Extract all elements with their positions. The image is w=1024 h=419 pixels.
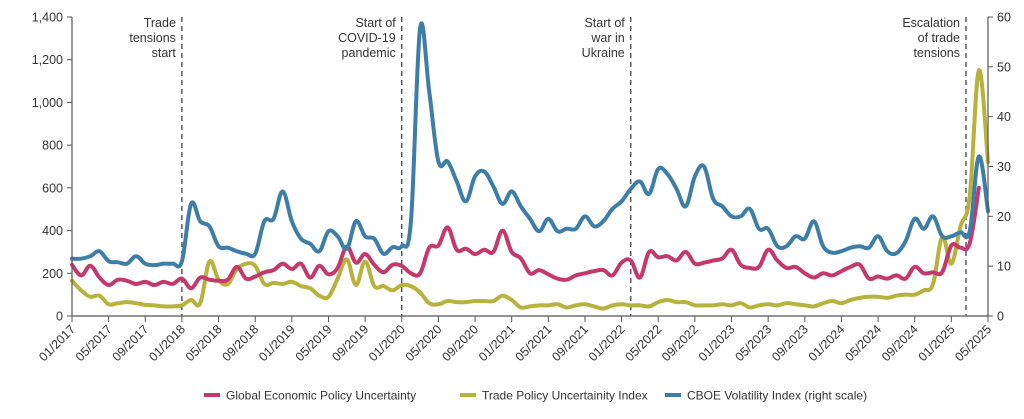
x-tick-label: 05/2022 (623, 322, 665, 364)
series-line-2 (72, 23, 988, 266)
x-tick-label: 05/2019 (293, 322, 335, 364)
x-tick-label: 01/2023 (696, 322, 738, 364)
event-annotation-label: Escalation (902, 16, 960, 30)
event-annotation-label: COVID-19 (338, 31, 396, 45)
x-tick-label: 05/2021 (513, 322, 555, 364)
x-tick-label: 05/2023 (732, 322, 774, 364)
x-tick-label: 05/2025 (952, 322, 994, 364)
right-y-tick-label: 10 (997, 260, 1011, 274)
event-annotation-label: war in (590, 31, 624, 45)
x-tick-label: 05/2024 (842, 322, 884, 364)
x-tick-label: 01/2020 (366, 322, 408, 364)
legend-label: Trade Policy Uncertainity Index (482, 389, 648, 403)
x-tick-label: 05/2018 (183, 322, 225, 364)
x-tick-label: 01/2019 (256, 322, 298, 364)
right-y-tick-label: 50 (997, 60, 1011, 74)
x-tick-label: 09/2022 (659, 322, 701, 364)
x-tick-label: 01/2018 (146, 322, 188, 364)
x-tick-label: 01/2024 (806, 322, 848, 364)
event-annotation-label: Trade (144, 16, 176, 30)
x-tick-label: 09/2018 (219, 322, 261, 364)
event-annotation-label: Ukraine (582, 46, 625, 60)
left-y-tick-label: 1,400 (32, 11, 63, 25)
left-y-tick-label: 200 (42, 267, 63, 281)
event-annotation-label: start (152, 46, 177, 60)
right-y-tick-label: 20 (997, 210, 1011, 224)
left-y-tick-label: 400 (42, 224, 63, 238)
x-tick-label: 09/2020 (439, 322, 481, 364)
x-tick-label: 09/2019 (329, 322, 371, 364)
x-tick-label: 01/2017 (36, 322, 78, 364)
right-y-tick-label: 60 (997, 11, 1011, 25)
right-y-tick-label: 30 (997, 160, 1011, 174)
x-tick-label: 05/2020 (403, 322, 445, 364)
left-y-tick-label: 1,000 (32, 96, 63, 110)
x-tick-label: 01/2022 (586, 322, 628, 364)
left-y-tick-label: 0 (56, 310, 63, 324)
x-tick-label: 09/2023 (769, 322, 811, 364)
event-annotation-label: of trade (918, 31, 960, 45)
left-y-tick-label: 600 (42, 181, 63, 195)
x-tick-label: 05/2017 (73, 322, 115, 364)
x-tick-label: 09/2021 (549, 322, 591, 364)
event-annotation-label: tensions (913, 46, 960, 60)
event-annotation-label: Start of (355, 16, 396, 30)
right-y-tick-label: 0 (997, 310, 1004, 324)
legend-label: Global Economic Policy Uncertainty (226, 389, 416, 403)
event-annotation-label: pandemic (342, 46, 396, 60)
x-tick-label: 09/2017 (110, 322, 152, 364)
right-y-tick-label: 40 (997, 110, 1011, 124)
left-y-tick-label: 1,200 (32, 53, 63, 67)
event-annotation-label: Start of (584, 16, 625, 30)
x-tick-label: 09/2024 (879, 322, 921, 364)
left-y-tick-label: 800 (42, 139, 63, 153)
legend-label: CBOE Volatility Index (right scale) (687, 389, 867, 403)
event-annotation-label: tensions (129, 31, 176, 45)
x-tick-label: 01/2025 (916, 322, 958, 364)
x-tick-label: 01/2021 (476, 322, 518, 364)
